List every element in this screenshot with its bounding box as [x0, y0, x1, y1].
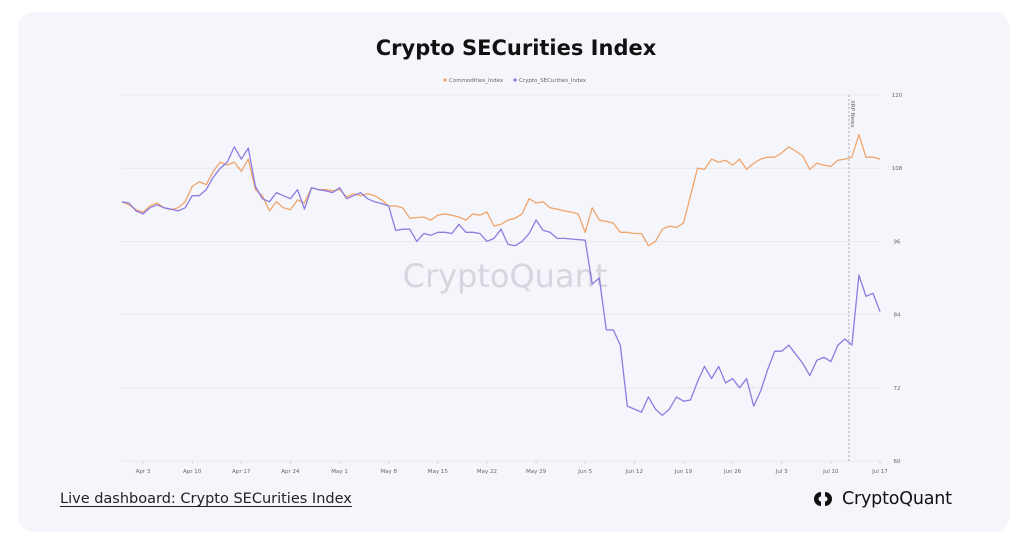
x-tick-label: Apr 17 [232, 469, 251, 475]
x-tick-label: Apr 3 [136, 469, 151, 475]
y-tick-label: 120 [892, 93, 903, 99]
cryptoquant-logo-icon [814, 492, 832, 506]
annotation-label: XRP News [849, 100, 855, 128]
brand-logo: CryptoQuant [812, 489, 952, 509]
x-tick-label: May 1 [331, 469, 348, 475]
x-tick-label: Jun 5 [577, 469, 592, 475]
x-tick-label: Jun 26 [723, 469, 742, 475]
y-axis-ticks: 60 72 84 96 108 120 [892, 93, 903, 465]
page-title: Crypto SECurities Index [375, 36, 657, 60]
watermark-text: CryptoQuant [403, 257, 608, 295]
live-dashboard-link[interactable]: Live dashboard: Crypto SECurities Index [60, 491, 352, 507]
x-tick-label: Apr 10 [183, 469, 202, 475]
x-tick-label: Apr 24 [281, 469, 300, 475]
legend-marker [513, 78, 517, 82]
series-lines [121, 133, 881, 416]
y-tick-label: 72 [894, 386, 901, 392]
legend-marker [443, 78, 447, 82]
legend[interactable]: Commodities_Index Crypto_SECurities_Index [443, 78, 587, 84]
x-axis-ticks: Apr 3 Apr 10 Apr 17 Apr 24 May 1 May 8 May 15 M… [136, 461, 888, 475]
x-tick-label: Jun 12 [625, 469, 643, 475]
brand-name: CryptoQuant [842, 489, 952, 509]
chart-card [18, 12, 1010, 532]
legend-label: Commodities_Index [449, 78, 504, 84]
x-tick-label: May 15 [428, 469, 449, 475]
y-tick-label: 60 [894, 459, 901, 465]
x-tick-label: Jun 19 [674, 469, 693, 475]
x-tick-label: May 8 [380, 469, 397, 475]
legend-label: Crypto_SECurities_Index [519, 78, 587, 84]
grid-lines [122, 94, 880, 462]
y-tick-label: 108 [892, 166, 903, 172]
x-tick-label: Jul 3 [775, 469, 788, 475]
series-Commodities_Index [121, 133, 881, 247]
x-tick-label: May 22 [477, 469, 497, 475]
y-tick-label: 84 [894, 313, 901, 319]
annotation-marker: XRP News [848, 95, 855, 461]
x-tick-label: Jul 10 [822, 469, 839, 475]
x-tick-label: Jul 17 [871, 469, 888, 475]
y-tick-label: 96 [894, 239, 901, 245]
legend-item[interactable]: Commodities_Index [443, 78, 504, 84]
x-tick-label: May 29 [526, 469, 547, 475]
series-Crypto_SECurities_Index [121, 146, 881, 416]
legend-item[interactable]: Crypto_SECurities_Index [513, 78, 587, 84]
